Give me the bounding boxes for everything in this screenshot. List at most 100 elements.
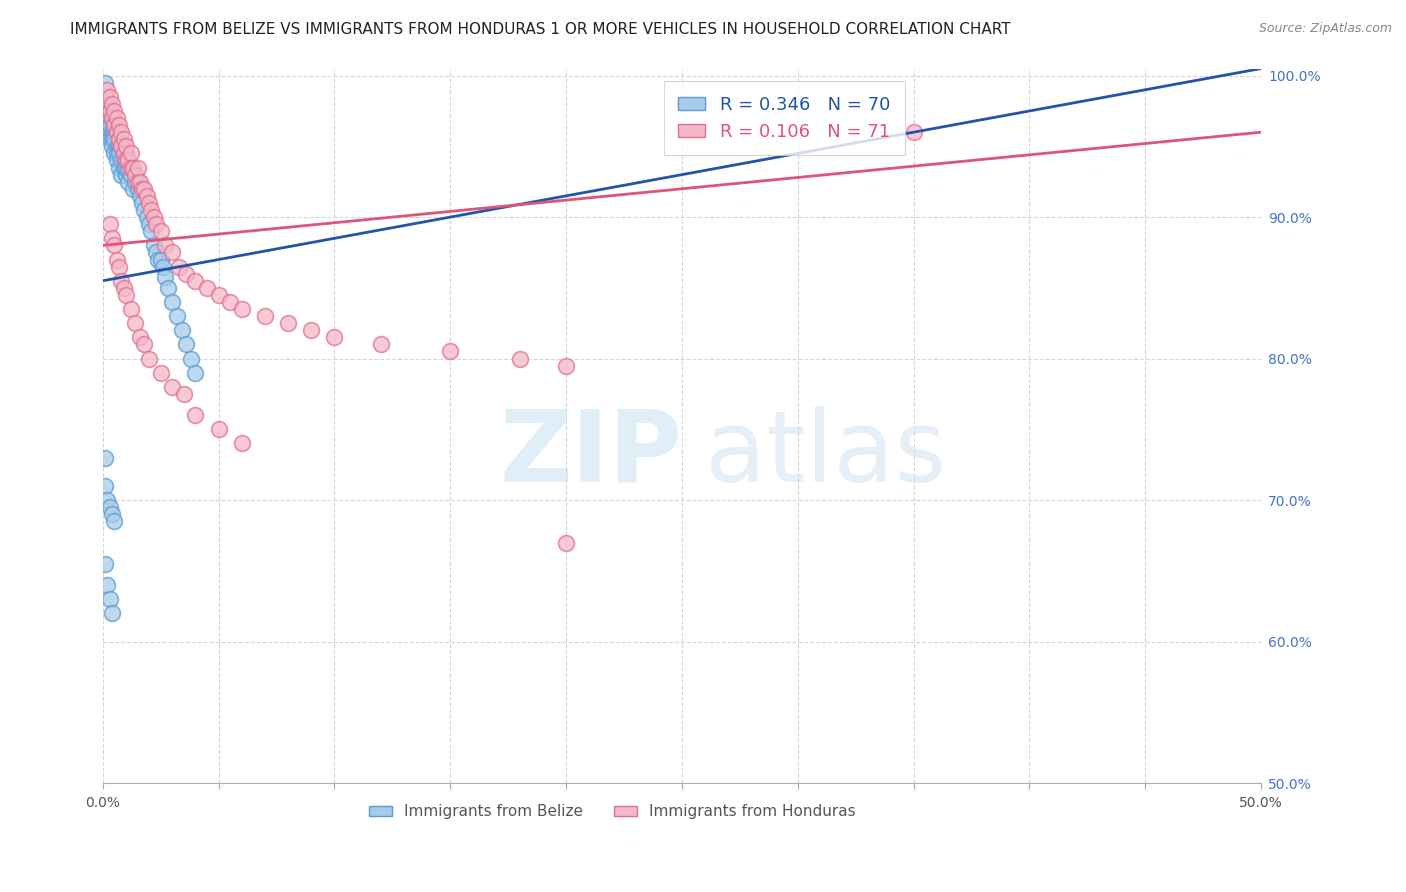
Point <box>94 76 117 90</box>
Point <box>94 103 117 118</box>
Point <box>108 146 131 161</box>
Point <box>184 274 207 288</box>
Point <box>110 274 132 288</box>
Point <box>96 111 118 125</box>
Point <box>149 252 172 267</box>
Point <box>115 146 138 161</box>
Point <box>108 260 131 274</box>
Point <box>94 479 117 493</box>
Point <box>117 175 139 189</box>
Point <box>124 316 146 330</box>
Point <box>96 83 118 97</box>
Point <box>108 132 131 146</box>
Point <box>112 132 135 146</box>
Point <box>173 387 195 401</box>
Point <box>105 139 128 153</box>
Point <box>253 309 276 323</box>
Point <box>138 351 160 366</box>
Point <box>122 182 145 196</box>
Point <box>439 344 461 359</box>
Point <box>110 139 132 153</box>
Point <box>103 118 125 132</box>
Point <box>124 168 146 182</box>
Point <box>98 125 121 139</box>
Point <box>105 153 128 168</box>
Point <box>103 146 125 161</box>
Point <box>195 281 218 295</box>
Point <box>101 231 124 245</box>
Point <box>166 309 188 323</box>
Point <box>98 103 121 118</box>
Point <box>98 90 121 104</box>
Text: Source: ZipAtlas.com: Source: ZipAtlas.com <box>1258 22 1392 36</box>
Point <box>155 269 177 284</box>
Point <box>120 301 142 316</box>
Point <box>148 252 170 267</box>
Point <box>555 535 578 549</box>
Point <box>127 182 149 196</box>
Point <box>112 146 135 161</box>
Point <box>110 125 132 139</box>
Point <box>94 557 117 571</box>
Point <box>145 245 167 260</box>
Point <box>219 295 242 310</box>
Point <box>96 578 118 592</box>
Point <box>110 139 132 153</box>
Point <box>124 175 146 189</box>
Point <box>184 366 207 380</box>
Text: IMMIGRANTS FROM BELIZE VS IMMIGRANTS FROM HONDURAS 1 OR MORE VEHICLES IN HOUSEHO: IMMIGRANTS FROM BELIZE VS IMMIGRANTS FRO… <box>70 22 1011 37</box>
Point <box>138 196 160 211</box>
Point <box>103 238 125 252</box>
Point <box>208 422 231 436</box>
Point <box>135 210 157 224</box>
Point <box>96 125 118 139</box>
Point <box>98 111 121 125</box>
Point <box>117 153 139 168</box>
Point <box>162 245 184 260</box>
Point <box>145 217 167 231</box>
Point <box>231 436 253 450</box>
Point <box>903 125 925 139</box>
Point <box>117 161 139 175</box>
Point <box>98 132 121 146</box>
Point <box>94 450 117 465</box>
Point <box>105 125 128 139</box>
Point <box>128 330 150 344</box>
Point <box>105 111 128 125</box>
Point <box>98 118 121 132</box>
Point <box>110 153 132 168</box>
Point <box>96 118 118 132</box>
Point <box>156 281 179 295</box>
Point <box>152 260 174 274</box>
Point <box>131 182 153 196</box>
Point <box>120 168 142 182</box>
Point <box>135 189 157 203</box>
Point <box>170 323 193 337</box>
Point <box>142 238 165 252</box>
Point <box>108 139 131 153</box>
Point <box>167 260 190 274</box>
Point <box>142 210 165 224</box>
Point <box>98 592 121 607</box>
Point <box>105 146 128 161</box>
Point <box>115 168 138 182</box>
Point <box>141 224 163 238</box>
Point <box>162 295 184 310</box>
Point <box>101 132 124 146</box>
Point <box>103 103 125 118</box>
Point <box>180 351 202 366</box>
Point <box>138 217 160 231</box>
Point <box>323 330 346 344</box>
Point <box>96 96 118 111</box>
Point <box>103 118 125 132</box>
Point <box>128 175 150 189</box>
Point <box>96 493 118 508</box>
Point <box>149 224 172 238</box>
Point <box>101 507 124 521</box>
Point <box>112 153 135 168</box>
Point <box>108 161 131 175</box>
Legend: Immigrants from Belize, Immigrants from Honduras: Immigrants from Belize, Immigrants from … <box>363 798 862 825</box>
Point <box>134 202 156 217</box>
Point <box>101 96 124 111</box>
Point <box>112 161 135 175</box>
